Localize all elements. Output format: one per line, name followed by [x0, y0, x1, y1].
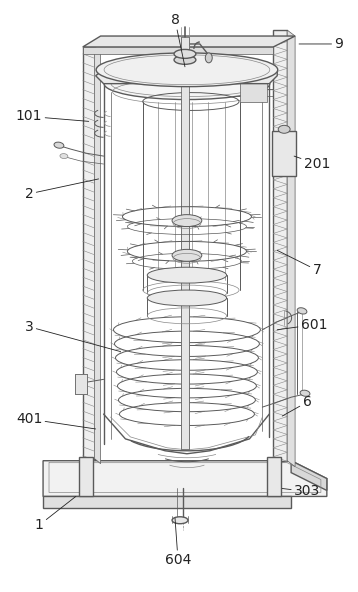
Polygon shape	[267, 457, 281, 497]
Polygon shape	[83, 36, 295, 47]
Polygon shape	[287, 30, 295, 466]
Ellipse shape	[205, 53, 212, 63]
Polygon shape	[181, 37, 189, 449]
Ellipse shape	[300, 390, 310, 396]
Ellipse shape	[147, 267, 227, 283]
Bar	[272, 131, 296, 176]
Polygon shape	[43, 461, 327, 497]
Text: 6: 6	[282, 395, 311, 416]
Ellipse shape	[172, 517, 188, 524]
Ellipse shape	[96, 53, 278, 86]
Text: 3: 3	[25, 320, 120, 352]
Text: 401: 401	[16, 412, 96, 429]
Polygon shape	[83, 47, 273, 54]
Polygon shape	[75, 374, 87, 394]
Polygon shape	[95, 47, 101, 464]
Text: 101: 101	[16, 110, 89, 123]
Text: 201: 201	[294, 156, 330, 171]
Bar	[75, 374, 87, 394]
Ellipse shape	[172, 249, 202, 261]
Text: 601: 601	[277, 318, 327, 332]
Text: 2: 2	[25, 179, 98, 201]
Ellipse shape	[174, 49, 196, 59]
Ellipse shape	[54, 142, 64, 148]
Ellipse shape	[172, 215, 202, 227]
Text: 604: 604	[165, 518, 191, 567]
Text: 7: 7	[277, 250, 321, 277]
Text: 303: 303	[282, 484, 320, 498]
Ellipse shape	[60, 153, 68, 159]
Ellipse shape	[278, 126, 290, 133]
Polygon shape	[83, 47, 95, 459]
Polygon shape	[291, 461, 327, 491]
Text: 1: 1	[35, 497, 76, 532]
Ellipse shape	[147, 290, 227, 306]
Polygon shape	[96, 70, 277, 83]
Ellipse shape	[104, 68, 270, 99]
Text: 9: 9	[299, 37, 343, 51]
Ellipse shape	[174, 56, 196, 65]
Polygon shape	[43, 497, 291, 509]
Ellipse shape	[297, 308, 307, 314]
Polygon shape	[273, 30, 287, 461]
Text: 8: 8	[171, 13, 185, 67]
Polygon shape	[240, 82, 267, 101]
Polygon shape	[79, 457, 93, 497]
